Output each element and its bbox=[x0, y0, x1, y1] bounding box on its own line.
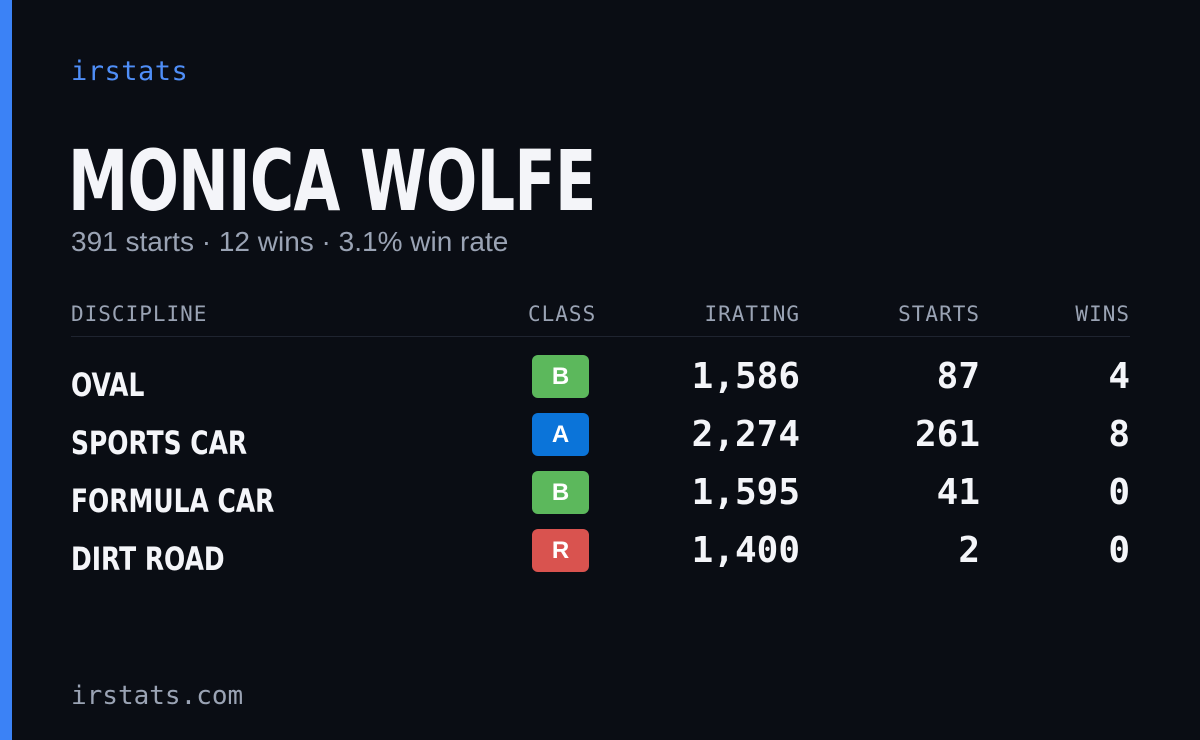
wins-value: 8 bbox=[1108, 414, 1130, 455]
table-row: FORMULA CAR B 1,595 41 0 bbox=[71, 469, 1130, 527]
wins-value: 0 bbox=[1108, 472, 1130, 513]
table-row: OVAL B 1,586 87 4 bbox=[71, 353, 1130, 411]
starts-value: 261 bbox=[914, 414, 980, 455]
header-wins: WINS bbox=[1075, 302, 1130, 326]
header-starts: STARTS bbox=[898, 302, 980, 326]
class-badge: R bbox=[532, 529, 589, 572]
header-discipline: DISCIPLINE bbox=[71, 302, 208, 326]
header-irating: IRATING bbox=[704, 302, 800, 326]
wins-value: 4 bbox=[1108, 356, 1130, 397]
table-header: DISCIPLINE CLASS IRATING STARTS WINS bbox=[71, 296, 1130, 337]
class-badge: B bbox=[532, 471, 589, 514]
irating-value: 1,400 bbox=[691, 530, 800, 571]
irating-value: 1,595 bbox=[691, 472, 800, 513]
discipline-name: OVAL bbox=[71, 366, 145, 404]
starts-value: 2 bbox=[958, 530, 980, 571]
table-body: OVAL B 1,586 87 4 SPORTS CAR A 2,274 261… bbox=[71, 337, 1130, 585]
discipline-name: SPORTS CAR bbox=[71, 424, 248, 462]
footer-domain: irstats.com bbox=[71, 681, 244, 711]
player-name: MONICA WOLFE bbox=[68, 132, 596, 230]
class-badge: B bbox=[532, 355, 589, 398]
discipline-name: FORMULA CAR bbox=[71, 482, 275, 520]
starts-value: 41 bbox=[936, 472, 980, 513]
table-row: DIRT ROAD R 1,400 2 0 bbox=[71, 527, 1130, 585]
class-badge: A bbox=[532, 413, 589, 456]
irating-value: 2,274 bbox=[691, 414, 800, 455]
irating-value: 1,586 bbox=[691, 356, 800, 397]
stats-table: DISCIPLINE CLASS IRATING STARTS WINS OVA… bbox=[71, 296, 1130, 585]
starts-value: 87 bbox=[936, 356, 980, 397]
table-row: SPORTS CAR A 2,274 261 8 bbox=[71, 411, 1130, 469]
accent-bar bbox=[0, 0, 12, 740]
brand-logo: irstats bbox=[71, 56, 189, 87]
header-class: CLASS bbox=[528, 302, 597, 326]
player-summary: 391 starts · 12 wins · 3.1% win rate bbox=[71, 226, 509, 257]
discipline-name: DIRT ROAD bbox=[71, 540, 225, 578]
wins-value: 0 bbox=[1108, 530, 1130, 571]
